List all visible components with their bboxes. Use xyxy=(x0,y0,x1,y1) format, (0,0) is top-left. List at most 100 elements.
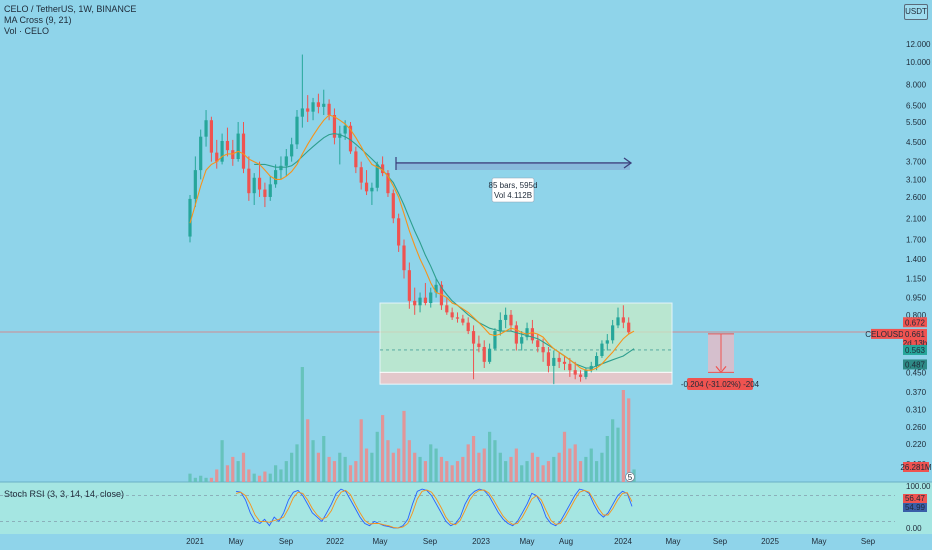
stoch-value-tag xyxy=(903,494,927,503)
time-tick-label: 2021 xyxy=(186,537,204,546)
measure-label-box xyxy=(687,378,753,390)
price-tick-label: 2.600 xyxy=(906,193,927,202)
volume-bar xyxy=(306,419,310,482)
volume-bar xyxy=(578,461,583,482)
candle-body xyxy=(193,170,197,199)
volume-bar xyxy=(482,448,486,482)
price-tick-label: 3.100 xyxy=(906,175,927,184)
price-tag-label: 0.672 xyxy=(905,318,926,327)
volume-bar xyxy=(279,469,283,482)
indicator-volume-label[interactable]: Vol · CELO xyxy=(4,26,50,36)
volume-bar xyxy=(236,461,240,482)
volume-bar xyxy=(514,448,518,482)
candle-body xyxy=(573,370,577,375)
volume-bar xyxy=(552,456,556,482)
candle-body xyxy=(546,352,551,366)
candle-body xyxy=(343,125,347,134)
symbol-title[interactable]: CELO / TetherUS, 1W, BINANCE xyxy=(4,4,137,14)
volume-bar xyxy=(525,461,529,482)
time-tick-label: Sep xyxy=(423,537,438,546)
candle-body xyxy=(354,151,358,168)
volume-bar xyxy=(434,448,438,482)
price-tag xyxy=(903,328,927,339)
range-box xyxy=(379,302,673,385)
time-tick-label: May xyxy=(228,537,243,546)
volume-pane xyxy=(188,367,636,482)
candle-body xyxy=(322,103,326,107)
candle-body xyxy=(215,152,219,162)
volume-bar xyxy=(461,456,465,482)
volume-bar xyxy=(188,473,192,482)
price-tag-label: 2d 13h xyxy=(903,339,927,348)
candle-body xyxy=(397,218,401,246)
volume-bar xyxy=(354,461,358,482)
ruler-label-volume: Vol 4.112B xyxy=(494,191,532,200)
price-tag xyxy=(903,317,927,328)
price-tag-label: 0.661 xyxy=(905,330,926,339)
volume-tag-label: 26.281M xyxy=(900,463,931,472)
price-tick-label: 0.950 xyxy=(906,294,927,303)
candle-body xyxy=(450,312,454,318)
candle-body xyxy=(257,177,262,190)
time-tick-label: May xyxy=(372,537,387,546)
candle-body xyxy=(498,319,502,332)
candle-body xyxy=(514,325,518,344)
volume-bar xyxy=(204,477,208,482)
measure-arrow-icon xyxy=(715,365,727,374)
candle-body xyxy=(407,270,411,301)
volume-bar xyxy=(536,456,540,482)
volume-bar xyxy=(311,440,315,482)
candles xyxy=(188,54,631,385)
candle-body xyxy=(445,305,449,313)
candle-body xyxy=(370,187,374,192)
candle-body xyxy=(525,328,529,338)
ruler-label-bars: 85 bars, 595d xyxy=(489,181,538,190)
volume-bar xyxy=(423,461,427,482)
volume-bar xyxy=(466,444,470,482)
volume-bar xyxy=(322,436,326,482)
ruler-band xyxy=(396,163,630,170)
time-axis[interactable]: 2021 May Sep 2022 May Sep 2023 May Aug 2024 May Sep… xyxy=(186,537,876,546)
candle-body xyxy=(461,318,465,323)
volume-bar xyxy=(407,440,411,482)
volume-bar xyxy=(509,456,513,482)
volume-bar xyxy=(450,465,454,482)
candle-body xyxy=(477,343,481,347)
volume-bar xyxy=(530,452,534,482)
time-tick-label: Sep xyxy=(861,537,876,546)
volume-bar xyxy=(557,452,561,482)
candle-body xyxy=(493,331,497,349)
price-tick-label: 1.400 xyxy=(906,255,927,264)
volume-bar xyxy=(488,431,492,482)
volume-bar xyxy=(263,471,267,482)
stoch-tick-label: 100.00 xyxy=(906,482,931,491)
ma-lines xyxy=(189,114,635,371)
candle-body xyxy=(247,168,251,194)
candle-body xyxy=(413,300,417,306)
volume-bar xyxy=(199,475,203,482)
price-axis[interactable]: 12.000 10.000 8.000 6.500 5.500 4.500 3.700 3.1… xyxy=(625,40,932,482)
price-tag xyxy=(903,359,927,370)
volume-bar xyxy=(220,440,224,482)
candle-body xyxy=(520,337,524,344)
time-tick-label: May xyxy=(665,537,680,546)
candle-body xyxy=(466,322,470,332)
candle-body xyxy=(621,317,625,323)
volume-bar xyxy=(274,465,278,482)
volume-bar xyxy=(359,419,363,482)
stoch-d-line xyxy=(235,489,633,529)
indicator-stoch-rsi-label[interactable]: Stoch RSI (3, 3, 14, 14, close) xyxy=(4,489,125,499)
price-tick-label: 12.000 xyxy=(906,40,931,49)
candle-body xyxy=(471,331,476,344)
volume-bar xyxy=(290,452,294,482)
candle-body xyxy=(332,115,337,138)
currency-button[interactable]: USDT xyxy=(904,4,928,20)
volume-bar xyxy=(231,456,235,482)
volume-bar xyxy=(327,456,331,482)
volume-bar xyxy=(381,415,385,482)
indicator-ma-cross-label[interactable]: MA Cross (9, 21) xyxy=(4,15,72,25)
measure-tool[interactable]: -0.204 (-31.02%) -204 xyxy=(681,333,760,390)
